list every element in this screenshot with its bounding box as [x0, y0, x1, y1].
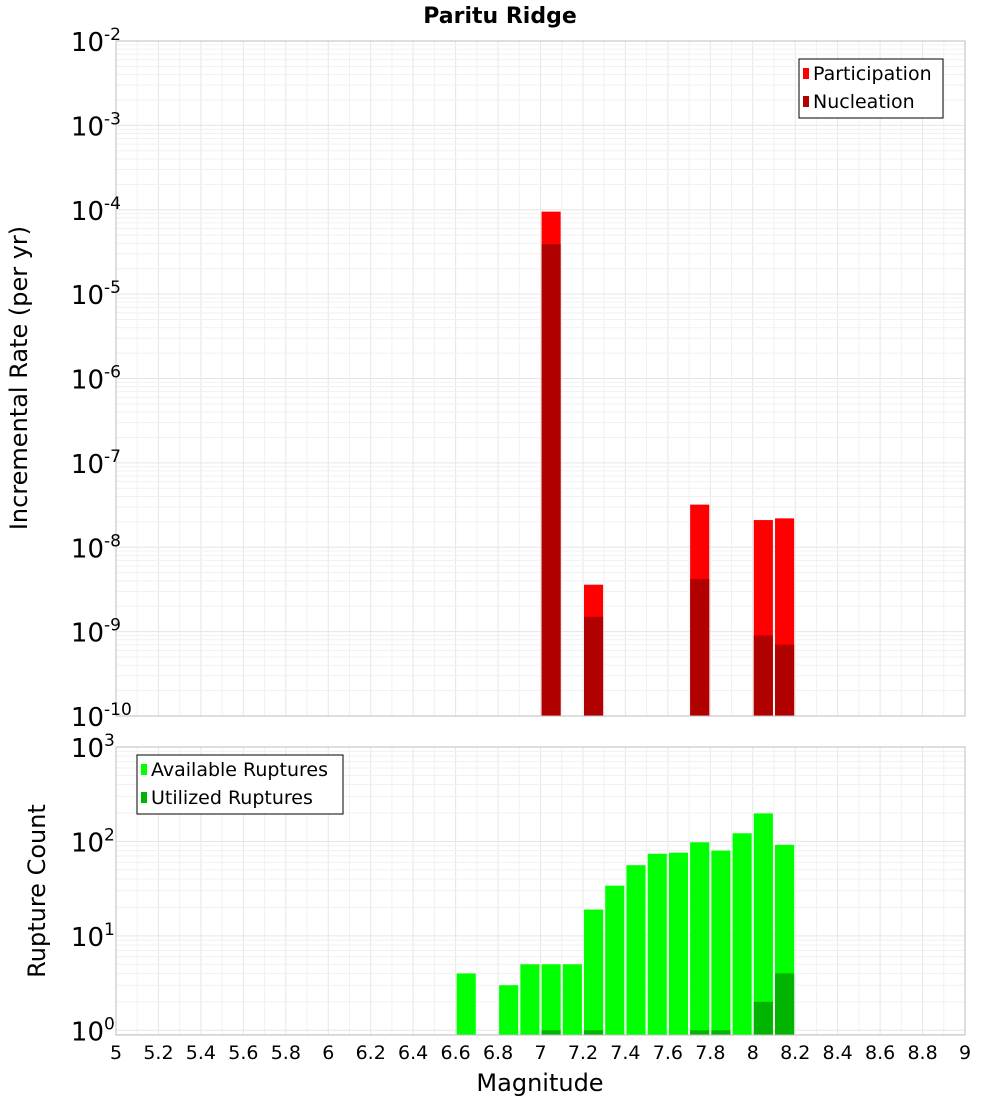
x-axis-label: Magnitude [476, 1069, 603, 1097]
x-tick-label: 5.6 [228, 1042, 258, 1064]
y-tick-exponent: -5 [104, 278, 121, 298]
y-tick-exponent: 0 [104, 1014, 115, 1034]
available-ruptures-bar [690, 842, 710, 1035]
x-tick-label: 5.4 [186, 1042, 216, 1064]
rate-gridlines [115, 41, 966, 717]
y-tick-exponent: -9 [104, 616, 121, 636]
rate-legend: Participation Nucleation [798, 58, 944, 119]
available-ruptures-legend-swatch [141, 764, 147, 775]
count-legend-box [136, 754, 344, 815]
utilized-ruptures-bar [584, 1030, 604, 1035]
y-tick-label: 10 [71, 828, 104, 858]
rate-y-ticks: 10-210-310-410-510-610-710-810-910-10 [71, 25, 132, 733]
y-tick-label: 10 [71, 1017, 104, 1047]
available-ruptures-bar [456, 973, 476, 1035]
nucleation-legend-label: Nucleation [813, 91, 915, 113]
utilized-ruptures-bar [541, 1030, 561, 1035]
y-tick-label: 10 [71, 534, 104, 564]
rate-legend-box [798, 58, 944, 119]
chart-title: Paritu Ridge [423, 4, 577, 29]
utilized-ruptures-legend-swatch [141, 792, 147, 803]
available-ruptures-bar [647, 853, 667, 1035]
y-tick-exponent: -10 [104, 700, 132, 720]
nucleation-legend-swatch [803, 96, 809, 107]
nucleation-bar [584, 616, 604, 716]
x-tick-label: 8.8 [907, 1042, 937, 1064]
y-tick-exponent: -6 [104, 363, 121, 383]
nucleation-bar [775, 644, 795, 716]
y-tick-label: 10 [71, 112, 104, 142]
x-tick-label: 7.8 [695, 1042, 725, 1064]
x-tick-label: 8.6 [865, 1042, 895, 1064]
rate-bars [541, 211, 795, 717]
y-tick-label: 10 [71, 366, 104, 396]
participation-legend-swatch [803, 68, 809, 79]
x-tick-label: 6.6 [440, 1042, 470, 1064]
available-ruptures-bar [626, 865, 646, 1035]
y-tick-label: 10 [71, 28, 104, 58]
rate-panel: 10-210-310-410-510-610-710-810-910-10 In… [5, 25, 966, 733]
utilized-ruptures-bar [753, 1001, 773, 1035]
nucleation-bar [541, 244, 561, 717]
y-tick-exponent: 1 [104, 920, 115, 940]
y-tick-exponent: -4 [104, 194, 121, 214]
count-y-axis-label: Rupture Count [23, 804, 51, 978]
y-tick-label: 10 [71, 923, 104, 953]
y-tick-exponent: -3 [104, 109, 121, 129]
utilized-ruptures-legend-label: Utilized Ruptures [151, 787, 313, 809]
x-tick-label: 5.8 [271, 1042, 301, 1064]
available-ruptures-bar [499, 985, 519, 1035]
y-tick-label: 10 [71, 197, 104, 227]
available-ruptures-bar [732, 833, 752, 1035]
x-tick-label: 6.4 [398, 1042, 428, 1064]
y-tick-label: 10 [71, 619, 104, 649]
available-ruptures-legend-label: Available Ruptures [151, 759, 328, 781]
y-tick-label: 10 [71, 281, 104, 311]
y-tick-exponent: 2 [104, 825, 115, 845]
rate-plot-frame [115, 40, 966, 717]
x-tick-label: 7.2 [568, 1042, 598, 1064]
x-tick-label: 5 [110, 1042, 122, 1064]
x-tick-label: 9 [959, 1042, 971, 1064]
x-tick-label: 8.2 [780, 1042, 810, 1064]
y-tick-exponent: -7 [104, 447, 121, 467]
y-tick-label: 10 [71, 703, 104, 733]
rate-y-axis-label: Incremental Rate (per yr) [5, 226, 33, 530]
utilized-ruptures-bar [711, 1030, 731, 1035]
available-ruptures-bar [562, 964, 582, 1035]
utilized-ruptures-bar [775, 973, 795, 1035]
available-ruptures-bar [541, 964, 561, 1035]
x-axis-ticks: 5 5.2 5.4 5.6 5.8 6 6.2 6.4 6.6 6.8 7 7.2 7.4 7.6 7.8 8… [110, 1042, 971, 1064]
y-tick-exponent: -8 [104, 531, 121, 551]
y-tick-label: 10 [71, 734, 104, 764]
available-ruptures-bar [520, 964, 540, 1035]
count-bars [456, 813, 795, 1035]
count-legend: Available Ruptures Utilized Ruptures [136, 754, 344, 815]
x-tick-label: 6 [322, 1042, 334, 1064]
available-ruptures-bar [668, 852, 689, 1035]
y-tick-label: 10 [71, 450, 104, 480]
nucleation-bar [690, 579, 710, 716]
x-tick-label: 7 [534, 1042, 546, 1064]
utilized-ruptures-bar [690, 1030, 710, 1035]
x-tick-label: 6.8 [483, 1042, 513, 1064]
available-ruptures-bar [711, 850, 731, 1035]
available-ruptures-bar [605, 885, 625, 1035]
x-tick-label: 6.2 [356, 1042, 386, 1064]
x-tick-label: 8.4 [823, 1042, 853, 1064]
x-tick-label: 5.2 [143, 1042, 173, 1064]
y-tick-exponent: 3 [104, 731, 115, 751]
participation-legend-label: Participation [813, 63, 932, 85]
available-ruptures-bar [753, 813, 773, 1035]
x-tick-label: 7.4 [610, 1042, 640, 1064]
x-tick-label: 8 [747, 1042, 759, 1064]
x-tick-label: 7.6 [653, 1042, 683, 1064]
count-plot-frame [115, 746, 966, 1036]
y-tick-exponent: -2 [104, 25, 121, 45]
nucleation-bar [753, 635, 773, 716]
available-ruptures-bar [584, 909, 604, 1035]
